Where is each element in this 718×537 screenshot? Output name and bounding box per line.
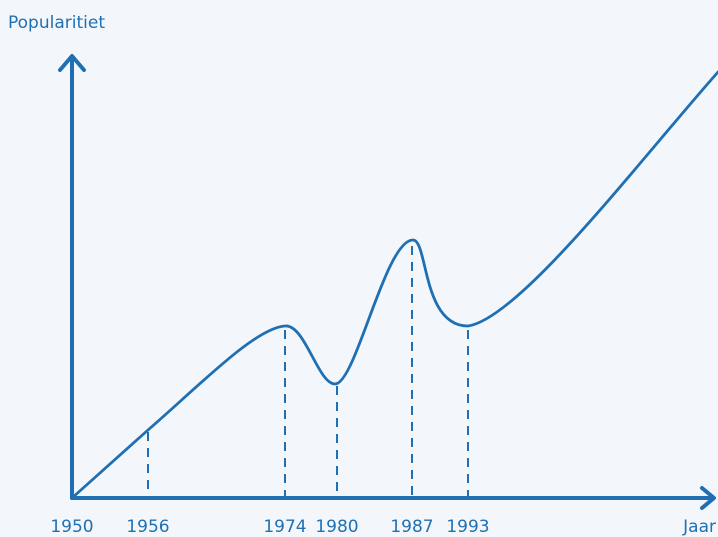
x-label: 1980 [315, 517, 358, 537]
x-axis-label: Jaar [682, 517, 716, 537]
x-label: 1956 [126, 517, 169, 537]
x-label: 1950 [50, 517, 93, 537]
x-label: 1987 [390, 517, 433, 537]
y-axis-label: Popularitiet [8, 13, 105, 33]
popularity-curve [70, 70, 718, 500]
y-axis [58, 54, 86, 500]
x-axis [70, 486, 716, 510]
x-label: 1993 [446, 517, 489, 537]
x-label: 1974 [263, 517, 306, 537]
